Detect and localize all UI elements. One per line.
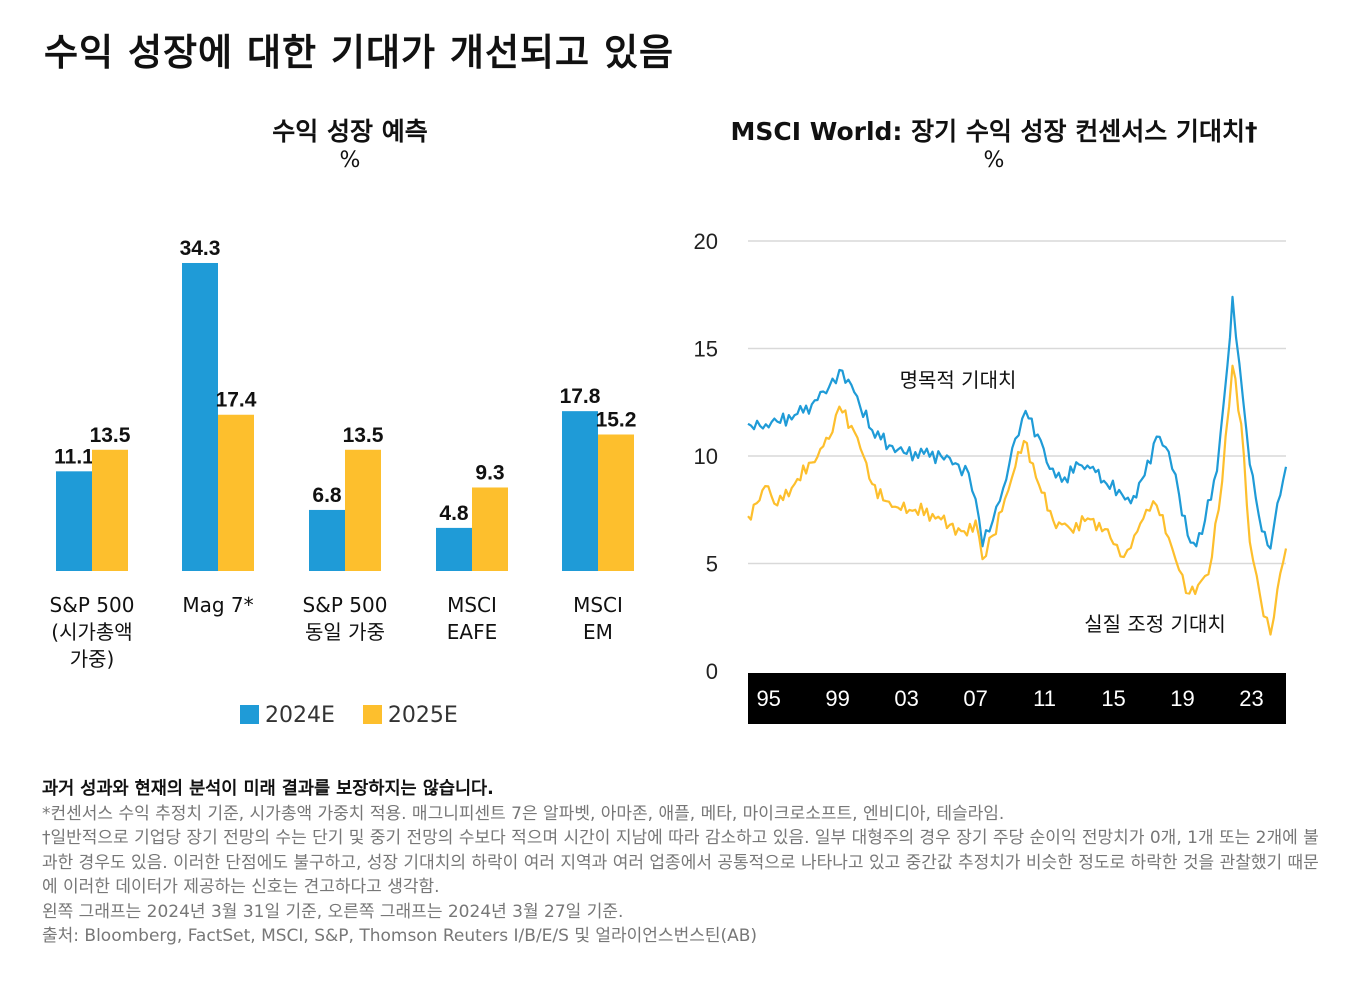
data-label-2024e-1: 34.3 (180, 237, 221, 260)
left-chart-unit: % (339, 148, 361, 173)
footnotes: 과거 성과와 현재의 분석이 미래 결과를 보장하지는 않습니다. *컨센서스 … (42, 777, 1332, 949)
x-tick-99: 99 (825, 686, 849, 711)
data-label-2024e-2: 6.8 (312, 484, 342, 507)
x-tick-11: 11 (1033, 686, 1056, 711)
data-label-2025e-0: 13.5 (90, 424, 131, 447)
data-label-2024e-4: 17.8 (560, 385, 601, 408)
data-label-2025e-4: 15.2 (596, 409, 637, 432)
y-tick-15: 15 (694, 337, 718, 362)
left-chart-title: 수익 성장 예측 (272, 117, 428, 146)
category-label-3-0: MSCI (447, 593, 497, 617)
data-label-2025e-3: 9.3 (475, 461, 504, 484)
legend-label-2025e: 2025E (387, 703, 458, 728)
x-tick-23: 23 (1239, 686, 1263, 711)
bar-2025e-2 (345, 449, 381, 571)
bar-2025e-4 (598, 434, 634, 571)
x-tick-07: 07 (963, 686, 987, 711)
category-label-0-0: S&P 500 (50, 593, 135, 617)
footnote-2: †일반적으로 기업당 장기 전망의 수는 단기 및 중기 전망의 수보다 적으며… (42, 828, 1319, 897)
x-tick-95: 95 (756, 686, 780, 711)
bar-2024e-4 (562, 411, 598, 571)
series-line-1 (747, 364, 1288, 636)
series-annotation-real: 실질 조정 기대치 (1084, 612, 1226, 636)
footnote-3: 왼쪽 그래프는 2024년 3월 31일 기준, 오른쪽 그래프는 2024년 … (42, 901, 624, 922)
category-label-4-1: EM (583, 620, 613, 644)
source: 출처: Bloomberg, FactSet, MSCI, S&P, Thoms… (42, 926, 758, 946)
x-axis-band (748, 673, 1286, 724)
page-title: 수익 성장에 대한 기대가 개선되고 있음 (44, 31, 675, 74)
x-tick-19: 19 (1170, 686, 1194, 711)
category-label-2-0: S&P 500 (303, 593, 388, 617)
category-label-0-2: 가중) (70, 647, 115, 671)
right-chart-title: MSCI World: 장기 수익 성장 컨센서스 기대치† (730, 117, 1258, 146)
disclaimer: 과거 성과와 현재의 분석이 미래 결과를 보장하지는 않습니다. (42, 779, 494, 799)
data-label-2025e-2: 13.5 (343, 424, 384, 447)
bar-2025e-3 (472, 487, 508, 571)
bar-2024e-1 (182, 262, 218, 571)
x-tick-03: 03 (894, 686, 918, 711)
data-label-2024e-0: 11.1 (54, 445, 94, 468)
legend: 2024E 2025E (240, 703, 458, 728)
legend-swatch-2024e (240, 705, 259, 724)
bar-2024e-2 (309, 509, 345, 571)
y-tick-20: 20 (694, 229, 718, 254)
category-label-3-1: EAFE (447, 620, 497, 644)
bar-2024e-0 (56, 471, 92, 571)
x-tick-15: 15 (1101, 686, 1125, 711)
legend-swatch-2025e (362, 705, 382, 724)
data-label-2024e-3: 4.8 (439, 502, 469, 525)
series-annotation-nominal: 명목적 기대치 (900, 368, 1017, 392)
series-line-0 (747, 295, 1288, 550)
category-label-0-1: (시가총액 (51, 620, 132, 644)
right-chart-unit: % (983, 148, 1005, 173)
footnote-1: *컨센서스 수익 추정치 기준, 시가총액 가중치 적용. 매그니피센트 7은 … (42, 803, 1005, 824)
category-label-4-0: MSCI (573, 593, 623, 617)
y-tick-10: 10 (694, 444, 718, 469)
bar-2025e-1 (218, 414, 254, 571)
category-label-2-1: 동일 가중 (305, 620, 385, 644)
legend-label-2024e: 2024E (265, 703, 335, 728)
bar-2024e-3 (436, 527, 472, 571)
y-tick-0: 0 (706, 659, 718, 684)
y-tick-5: 5 (706, 552, 718, 577)
data-label-2025e-1: 17.4 (216, 389, 257, 412)
bar-2025e-0 (92, 449, 128, 571)
category-label-1-0: Mag 7* (182, 593, 253, 617)
